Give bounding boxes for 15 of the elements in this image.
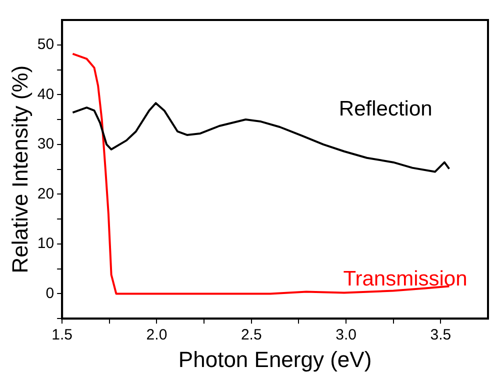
y-tick-label: 50 (37, 36, 54, 54)
y-tick-label: 20 (37, 185, 54, 202)
series-label: Transmission (343, 268, 468, 291)
x-tick-label: 2.0 (146, 326, 168, 344)
x-tick-label: 3.0 (336, 326, 356, 344)
y-tick-label: 10 (37, 235, 54, 252)
x-tick-label: 2.5 (240, 326, 262, 344)
x-axis-title: Photon Energy (eV) (178, 346, 372, 372)
x-tick-label: 3.5 (430, 326, 452, 344)
y-tick-label: 0 (46, 284, 54, 302)
series-label: Reflection (338, 97, 432, 120)
x-tick-label: 1.5 (52, 326, 73, 344)
y-tick-label: 30 (37, 136, 54, 153)
y-tick-label: 40 (37, 86, 54, 103)
y-axis-title: Relative Intensity (%) (7, 65, 32, 274)
